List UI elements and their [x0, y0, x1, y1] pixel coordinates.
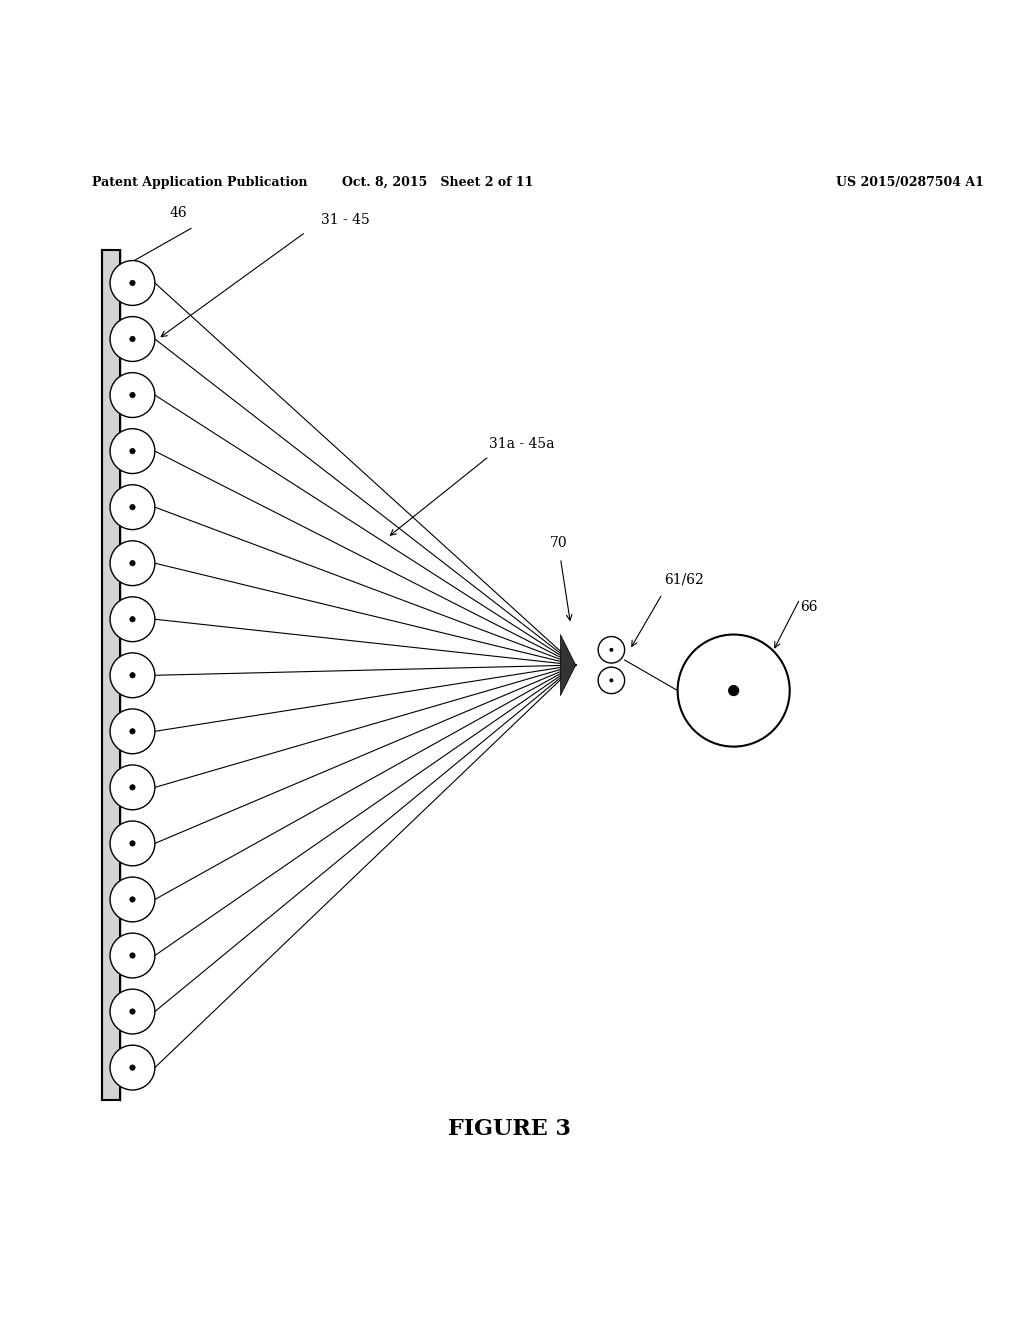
- Circle shape: [110, 429, 155, 474]
- Text: 46: 46: [170, 206, 187, 220]
- Circle shape: [598, 636, 625, 663]
- Circle shape: [110, 541, 155, 586]
- Circle shape: [130, 449, 135, 454]
- Circle shape: [130, 392, 135, 397]
- Circle shape: [130, 673, 135, 678]
- Circle shape: [130, 337, 135, 342]
- Circle shape: [110, 1045, 155, 1090]
- Circle shape: [110, 484, 155, 529]
- Circle shape: [130, 280, 135, 285]
- Circle shape: [130, 896, 135, 902]
- Text: 66: 66: [800, 601, 817, 614]
- Circle shape: [130, 953, 135, 958]
- Circle shape: [130, 841, 135, 846]
- Circle shape: [110, 766, 155, 809]
- Circle shape: [110, 989, 155, 1034]
- Circle shape: [130, 729, 135, 734]
- Text: 61/62: 61/62: [665, 573, 705, 586]
- Circle shape: [110, 821, 155, 866]
- Text: US 2015/0287504 A1: US 2015/0287504 A1: [836, 176, 983, 189]
- Circle shape: [130, 784, 135, 791]
- Polygon shape: [560, 635, 575, 696]
- Text: Oct. 8, 2015   Sheet 2 of 11: Oct. 8, 2015 Sheet 2 of 11: [342, 176, 534, 189]
- Text: 31a - 45a: 31a - 45a: [489, 437, 555, 451]
- Circle shape: [110, 597, 155, 642]
- Circle shape: [130, 1065, 135, 1071]
- Text: Patent Application Publication: Patent Application Publication: [92, 176, 307, 189]
- Bar: [102, 251, 120, 1100]
- Circle shape: [609, 648, 613, 652]
- Circle shape: [110, 372, 155, 417]
- Text: 70: 70: [550, 536, 567, 550]
- Circle shape: [110, 709, 155, 754]
- Circle shape: [110, 653, 155, 698]
- Circle shape: [609, 678, 613, 682]
- Circle shape: [110, 260, 155, 305]
- Circle shape: [130, 616, 135, 622]
- Circle shape: [110, 876, 155, 921]
- Circle shape: [728, 685, 739, 696]
- Circle shape: [130, 504, 135, 510]
- Circle shape: [110, 933, 155, 978]
- Circle shape: [678, 635, 790, 747]
- Circle shape: [130, 1008, 135, 1014]
- Circle shape: [110, 317, 155, 362]
- Circle shape: [598, 667, 625, 693]
- Text: 31 - 45: 31 - 45: [321, 213, 370, 227]
- Circle shape: [130, 561, 135, 566]
- Text: FIGURE 3: FIGURE 3: [449, 1118, 571, 1139]
